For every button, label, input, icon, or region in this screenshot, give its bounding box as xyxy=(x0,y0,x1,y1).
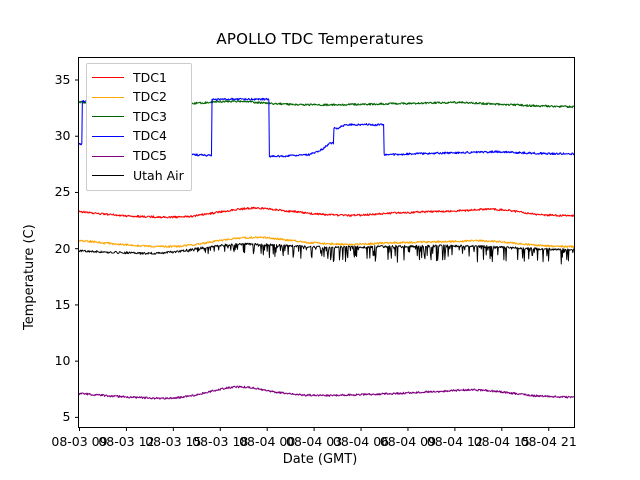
x-tick-label: 08-04 00 xyxy=(239,433,296,449)
x-tick-label: 08-04 06 xyxy=(332,433,390,449)
legend-label: TDC5 xyxy=(133,147,167,163)
legend-swatch-icon xyxy=(92,116,124,118)
legend-label: TDC3 xyxy=(133,108,167,124)
legend-item-tdc1[interactable]: TDC1 xyxy=(92,68,184,88)
legend-label: TDC4 xyxy=(133,128,167,144)
legend-item-utah-air[interactable]: Utah Air xyxy=(92,166,184,186)
legend-swatch-icon xyxy=(92,136,124,138)
series-line-utah-air xyxy=(78,242,575,265)
x-tick-label: 08-03 18 xyxy=(192,433,249,449)
legend-label: TDC1 xyxy=(133,69,167,85)
legend-swatch-icon xyxy=(92,175,124,177)
legend-item-tdc5[interactable]: TDC5 xyxy=(92,146,184,166)
legend-item-tdc4[interactable]: TDC4 xyxy=(92,127,184,147)
chart-legend: TDC1 TDC2 TDC3 TDC4 TDC5 Utah Air xyxy=(86,63,192,191)
legend-item-tdc3[interactable]: TDC3 xyxy=(92,107,184,127)
y-tick-label: 35 xyxy=(54,71,71,87)
legend-swatch-icon xyxy=(92,96,124,98)
series-line-tdc5 xyxy=(78,385,575,400)
x-tick-label: 08-04 21 xyxy=(520,433,577,449)
y-tick-label: 30 xyxy=(54,128,71,144)
x-tick-label: 08-04 09 xyxy=(379,433,437,449)
x-axis-label: Date (GMT) xyxy=(282,452,358,467)
x-tick-label: 08-04 15 xyxy=(473,433,530,449)
series-line-tdc2 xyxy=(78,236,575,249)
chart-title: APOLLO TDC Temperatures xyxy=(216,30,424,48)
y-tick-label: 15 xyxy=(54,296,71,312)
series-line-tdc1 xyxy=(78,206,575,219)
legend-label: TDC2 xyxy=(133,89,167,105)
x-tick-label: 08-04 12 xyxy=(426,433,483,449)
y-tick-label: 20 xyxy=(54,240,71,256)
legend-swatch-icon xyxy=(92,155,124,157)
legend-swatch-icon xyxy=(92,77,124,79)
x-tick-label: 08-04 03 xyxy=(286,433,343,449)
legend-item-tdc2[interactable]: TDC2 xyxy=(92,88,184,108)
y-tick-label: 10 xyxy=(54,353,71,369)
plot-frame xyxy=(78,57,575,428)
y-tick-label: 5 xyxy=(62,409,71,425)
y-tick-label: 25 xyxy=(54,184,71,200)
legend-label: Utah Air xyxy=(133,167,184,183)
x-tick-label: 08-03 12 xyxy=(98,433,155,449)
x-tick-label: 08-03 15 xyxy=(145,433,202,449)
x-tick-label: 08-03 09 xyxy=(51,433,108,449)
